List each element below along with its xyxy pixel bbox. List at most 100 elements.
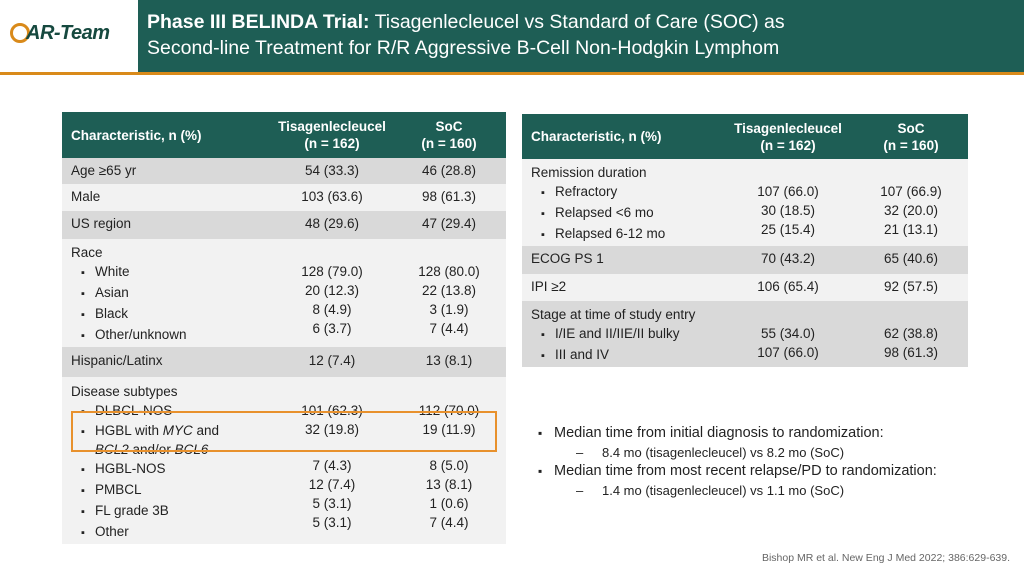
sub-label: Other/unknown (71, 325, 271, 346)
row-label: IPI ≥2 (522, 274, 722, 301)
soc-value: 21 (13.1) (883, 222, 939, 237)
soc-value: 7 (4.4) (429, 321, 469, 336)
soc-value: 22 (13.8) (421, 283, 477, 298)
tisa-value: 8 (4.9) (312, 302, 352, 317)
car-team-logo: AR-Team (10, 22, 110, 45)
sub-label: III and IV (531, 345, 721, 366)
subtype-tisa-values: 101 (62.3) 32 (19.8) 7 (4.3) 12 (7.4) 5 … (272, 377, 392, 544)
sub-label: FL grade 3B (71, 501, 271, 522)
table-row: Male 103 (63.6) 98 (61.3) (62, 184, 506, 211)
table-row: US region 48 (29.6) 47 (29.4) (62, 211, 506, 239)
remission-labels: Remission duration Refractory Relapsed <… (522, 159, 722, 246)
tisa-value: 5 (3.1) (312, 496, 352, 511)
soc-value: 92 (57.5) (854, 274, 968, 301)
table-row: ECOG PS 1 70 (43.2) 65 (40.6) (522, 246, 968, 274)
race-label: Race (71, 245, 103, 260)
logo-area: AR-Team (0, 0, 138, 72)
table-row: IPI ≥2 106 (65.4) 92 (57.5) (522, 274, 968, 301)
subtype-labels: Disease subtypes DLBCL-NOS HGBL with MYC… (62, 377, 272, 544)
soc-value: 13 (8.1) (425, 477, 473, 492)
tisa-value: 106 (65.4) (722, 274, 854, 301)
soc-value: 112 (70.0) (418, 403, 480, 418)
right-header-tisa: Tisagenlecleucel (n = 162) (722, 114, 854, 159)
table-row-remission: Remission duration Refractory Relapsed <… (522, 159, 968, 246)
tisa-value: 55 (34.0) (760, 326, 816, 341)
tisa-value: 12 (7.4) (272, 347, 392, 377)
soc-value: 7 (4.4) (429, 515, 469, 530)
soc-value: 19 (11.9) (422, 422, 476, 437)
tisa-value: 25 (15.4) (760, 222, 816, 237)
soc-value: 13 (8.1) (392, 347, 506, 377)
sub-label: Asian (71, 283, 271, 304)
race-soc-values: 128 (80.0) 22 (13.8) 3 (1.9) 7 (4.4) (392, 239, 506, 347)
sub-label: PMBCL (71, 480, 271, 501)
sub-label: HGBL-NOS (71, 459, 271, 480)
table-row-stage: Stage at time of study entry I/IE and II… (522, 301, 968, 367)
row-label: US region (62, 211, 272, 239)
left-header-tisa: Tisagenlecleucel (n = 162) (272, 112, 392, 158)
row-label: Hispanic/Latinx (62, 347, 272, 377)
tisa-value: 70 (43.2) (722, 246, 854, 274)
title-line2: Second-line Treatment for R/R Aggressive… (147, 37, 780, 59)
tisa-value: 30 (18.5) (760, 203, 816, 218)
sub-label: Relapsed 6-12 mo (531, 224, 721, 245)
stage-soc-values: 62 (38.8) 98 (61.3) (854, 301, 968, 367)
tisa-value: 20 (12.3) (304, 283, 360, 298)
sub-label: Other (71, 522, 271, 543)
soc-value: 62 (38.8) (883, 326, 939, 341)
tisa-value: 54 (33.3) (272, 158, 392, 184)
table-row: Age ≥65 yr 54 (33.3) 46 (28.8) (62, 158, 506, 184)
soc-value: 32 (20.0) (883, 203, 939, 218)
remission-tisa-values: 107 (66.0) 30 (18.5) 25 (15.4) (722, 159, 854, 246)
header-divider (0, 72, 1024, 75)
logo-text: AR-Team (26, 22, 110, 44)
soc-value: 128 (80.0) (418, 264, 480, 279)
left-header-soc: SoC (n = 160) (392, 112, 506, 158)
left-header-characteristic: Characteristic, n (%) (62, 112, 272, 158)
slide-title: Phase III BELINDA Trial: Tisagenlecleuce… (147, 9, 785, 61)
hgbl-highlight-box (71, 411, 497, 452)
remission-soc-values: 107 (66.9) 32 (20.0) 21 (13.1) (854, 159, 968, 246)
title-rest: Tisagenlecleucel vs Standard of Care (SO… (369, 11, 785, 33)
tisa-value: 103 (63.6) (272, 184, 392, 211)
row-label: Male (62, 184, 272, 211)
bullet-item: Median time from initial diagnosis to ra… (538, 424, 937, 443)
table-row-disease-subtypes: Disease subtypes DLBCL-NOS HGBL with MYC… (62, 377, 506, 544)
row-label: Age ≥65 yr (62, 158, 272, 184)
tisa-value: 128 (79.0) (301, 264, 363, 279)
table-row: Hispanic/Latinx 12 (7.4) 13 (8.1) (62, 347, 506, 377)
sub-bullet-item: 8.4 mo (tisagenlecleucel) vs 8.2 mo (SoC… (538, 443, 937, 462)
stage-label: Stage at time of study entry (531, 307, 696, 322)
sub-label: White (71, 262, 271, 283)
tisa-value: 12 (7.4) (308, 477, 356, 492)
tisa-value: 101 (62.3) (301, 403, 363, 418)
soc-value: 8 (5.0) (429, 458, 469, 473)
stage-labels: Stage at time of study entry I/IE and II… (522, 301, 722, 367)
soc-value: 65 (40.6) (854, 246, 968, 274)
sub-label: Refractory (531, 182, 721, 203)
bullet-item: Median time from most recent relapse/PD … (538, 462, 937, 481)
title-bold: Phase III BELINDA Trial: (147, 11, 370, 33)
tisa-value: 107 (66.0) (757, 184, 819, 199)
sub-label: DLBCL-NOS (71, 401, 271, 422)
subtype-label: Disease subtypes (71, 384, 178, 399)
tisa-value: 7 (4.3) (312, 458, 352, 473)
race-labels: Race White Asian Black Other/unknown (62, 239, 272, 347)
reference-citation: Bishop MR et al. New Eng J Med 2022; 386… (761, 552, 1010, 564)
tisa-value: 107 (66.0) (757, 345, 819, 360)
right-characteristics-table: Characteristic, n (%) Tisagenlecleucel (… (522, 114, 968, 367)
tisa-value: 5 (3.1) (312, 515, 352, 530)
sub-label: I/IE and II/IIE/II bulky (531, 324, 721, 345)
table-row-race: Race White Asian Black Other/unknown 128… (62, 239, 506, 347)
soc-value: 3 (1.9) (429, 302, 469, 317)
soc-value: 47 (29.4) (392, 211, 506, 239)
sub-label: Relapsed <6 mo (531, 203, 721, 224)
subtype-soc-values: 112 (70.0) 19 (11.9) 8 (5.0) 13 (8.1) 1 … (392, 377, 506, 544)
median-time-bullets: Median time from initial diagnosis to ra… (538, 424, 937, 500)
slide-header: Phase III BELINDA Trial: Tisagenlecleuce… (138, 0, 1024, 72)
stage-tisa-values: 55 (34.0) 107 (66.0) (722, 301, 854, 367)
tisa-value: 48 (29.6) (272, 211, 392, 239)
sub-bullet-item: 1.4 mo (tisagenlecleucel) vs 1.1 mo (SoC… (538, 481, 937, 500)
right-header-soc: SoC (n = 160) (854, 114, 968, 159)
